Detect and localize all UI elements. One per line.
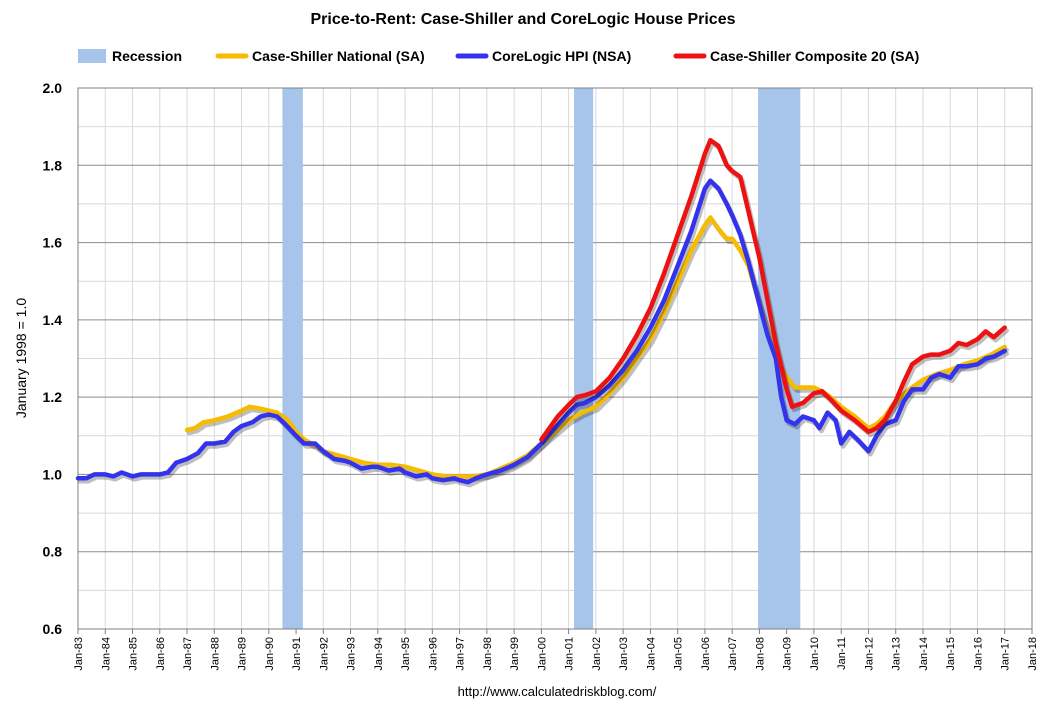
x-tick-label: Jan-99 bbox=[509, 637, 521, 671]
legend-label: CoreLogic HPI (NSA) bbox=[492, 48, 631, 64]
legend-item-case-shiller-composite-20: Case-Shiller Composite 20 (SA) bbox=[673, 48, 919, 64]
y-tick-label: 1.6 bbox=[43, 235, 63, 251]
x-tick-label: Jan-11 bbox=[836, 637, 848, 670]
y-tick-label: 2.0 bbox=[43, 80, 63, 96]
x-tick-label: Jan-88 bbox=[209, 637, 221, 671]
y-tick-label: 1.8 bbox=[43, 157, 63, 173]
plot-border bbox=[77, 87, 1033, 630]
recession-band bbox=[282, 88, 303, 629]
plot-area: 0.6 0.8 1.0 1.2 1.4 1.6 1.8 2.0 Jan-83 Jan-84 Jan-… bbox=[43, 80, 1039, 671]
x-tick-label: Jan-10 bbox=[809, 637, 821, 671]
chart-title: Price-to-Rent: Case-Shiller and CoreLogi… bbox=[311, 11, 736, 28]
x-tick-label: Jan-14 bbox=[918, 637, 930, 671]
y-tick-label: 0.6 bbox=[43, 621, 63, 637]
x-tick-label: Jan-01 bbox=[564, 637, 576, 671]
legend-item-corelogic-hpi: CoreLogic HPI (NSA) bbox=[455, 48, 631, 64]
x-tick-label: Jan-04 bbox=[645, 637, 657, 671]
x-tick-label: Jan-98 bbox=[482, 637, 494, 671]
x-tick-label: Jan-91 bbox=[291, 637, 303, 671]
x-tick-label: Jan-97 bbox=[455, 637, 467, 671]
x-tick-label: Jan-86 bbox=[155, 637, 167, 671]
x-tick-label: Jan-87 bbox=[182, 637, 194, 671]
x-tick-label: Jan-12 bbox=[863, 637, 875, 671]
x-tick-label: Jan-02 bbox=[591, 637, 603, 671]
legend-item-case-shiller-national: Case-Shiller National (SA) bbox=[215, 48, 425, 64]
x-tick-label: Jan-94 bbox=[373, 637, 385, 671]
x-tick-label: Jan-09 bbox=[782, 637, 794, 671]
x-tick-label: Jan-06 bbox=[700, 637, 712, 671]
x-tick-label: Jan-03 bbox=[618, 637, 630, 671]
x-tick-label: Jan-93 bbox=[346, 637, 358, 671]
x-tick-label: Jan-16 bbox=[972, 637, 984, 671]
series-line bbox=[184, 215, 1007, 479]
x-tick-label: Jan-17 bbox=[1000, 637, 1012, 671]
x-tick-label: Jan-90 bbox=[264, 637, 276, 671]
x-tick-label: Jan-07 bbox=[727, 637, 739, 671]
x-tick-label: Jan-89 bbox=[237, 637, 249, 671]
legend-label: Case-Shiller National (SA) bbox=[252, 48, 425, 64]
x-tick-label: Jan-00 bbox=[536, 637, 548, 671]
legend: Recession Case-Shiller National (SA) CoreL… bbox=[78, 48, 919, 64]
legend-swatch bbox=[78, 49, 106, 63]
series-line bbox=[75, 178, 1007, 485]
legend-label: Recession bbox=[112, 48, 182, 64]
x-tick-label: Jan-13 bbox=[891, 637, 903, 671]
x-tick-label: Jan-18 bbox=[1027, 637, 1039, 671]
x-tick-label: Jan-84 bbox=[100, 637, 112, 671]
y-tick-label: 1.0 bbox=[43, 466, 63, 482]
legend-label: Case-Shiller Composite 20 (SA) bbox=[710, 48, 919, 64]
legend-item-recession: Recession bbox=[78, 48, 182, 64]
x-tick-label: Jan-96 bbox=[427, 637, 439, 671]
x-tick-label: Jan-85 bbox=[128, 637, 140, 671]
x-tick-label: Jan-08 bbox=[754, 637, 766, 671]
recession-band bbox=[574, 88, 594, 629]
x-tick-label: Jan-83 bbox=[73, 637, 85, 671]
y-tick-label: 1.2 bbox=[43, 389, 63, 405]
y-axis-label: January 1998 = 1.0 bbox=[13, 298, 29, 418]
source-label: http://www.calculatedriskblog.com/ bbox=[458, 684, 657, 699]
series-line bbox=[539, 137, 1007, 442]
x-tick-label: Jan-92 bbox=[318, 637, 330, 671]
x-tick-label: Jan-05 bbox=[673, 637, 685, 671]
y-tick-label: 0.8 bbox=[43, 544, 63, 560]
x-tick-label: Jan-95 bbox=[400, 637, 412, 671]
y-tick-label: 1.4 bbox=[43, 312, 63, 328]
x-tick-label: Jan-15 bbox=[945, 637, 957, 671]
